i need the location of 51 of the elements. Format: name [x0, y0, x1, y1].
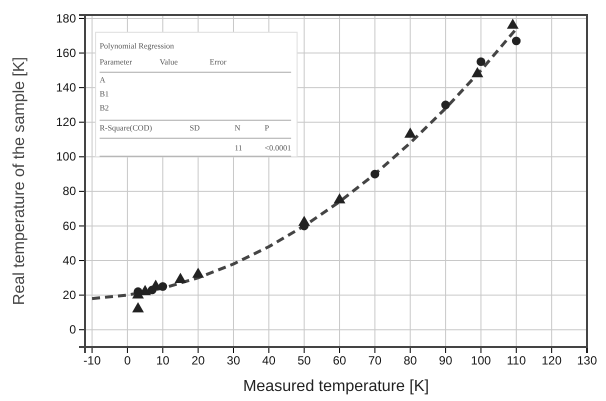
x-tick-label: 80 — [404, 354, 418, 368]
point — [512, 36, 521, 46]
annotation: Error — [210, 57, 227, 66]
x-axis-title: Measured temperature [K] — [243, 378, 429, 395]
point — [370, 170, 380, 178]
annotation: Value — [160, 57, 178, 66]
x-tick-label: 60 — [332, 354, 347, 368]
y-tick-label: 100 — [56, 150, 76, 164]
annotation: <0.0001 — [264, 143, 292, 152]
annotation: A — [100, 75, 106, 84]
point — [334, 193, 346, 204]
annotation: 11 — [234, 143, 242, 152]
y-tick-label: 120 — [56, 115, 76, 130]
annotation: P — [264, 123, 270, 132]
point — [472, 66, 484, 78]
x-tick-label: 120 — [542, 354, 562, 368]
annotation: Parameter — [100, 57, 132, 66]
y-tick-label: 80 — [62, 184, 76, 198]
x-tick-label: 110 — [506, 354, 526, 368]
y-tick-label: 140 — [56, 80, 76, 94]
point — [441, 100, 450, 110]
point — [404, 128, 416, 138]
x-tick-label: 0 — [124, 354, 132, 368]
x-tick-label: 40 — [262, 354, 276, 368]
y-tick-label: 20 — [62, 288, 76, 302]
y-tick-label: 160 — [56, 46, 76, 60]
annotation: Polynomial Regression — [100, 41, 174, 50]
x-tick-label: 130 — [576, 354, 598, 368]
x-tick-label: 10 — [156, 354, 170, 368]
annotation: B1 — [100, 89, 109, 98]
point — [506, 18, 519, 29]
point — [132, 302, 144, 312]
annotation: R-Square(COD) — [100, 123, 152, 132]
x-tick-label: 20 — [191, 354, 206, 368]
y-tick-label: 0 — [69, 322, 76, 337]
y-tick-label: 180 — [56, 11, 76, 26]
y-tick-label: 40 — [62, 253, 76, 268]
x-tick-label: 90 — [438, 354, 453, 368]
x-tick-label: 50 — [298, 354, 312, 368]
x-tick-label: -10 — [83, 354, 102, 368]
x-tick-label: 70 — [368, 354, 382, 368]
x-tick-label: 30 — [226, 354, 240, 368]
annotation: N — [234, 123, 241, 132]
x-tick-label: 100 — [470, 354, 492, 368]
y-axis-title: Real temperature of the sample [K] — [11, 56, 28, 306]
point — [174, 272, 186, 283]
y-tick-label: 60 — [62, 218, 76, 233]
annotation: B2 — [100, 103, 109, 112]
point — [192, 268, 204, 278]
point — [476, 57, 486, 66]
annotation: SD — [190, 123, 200, 132]
